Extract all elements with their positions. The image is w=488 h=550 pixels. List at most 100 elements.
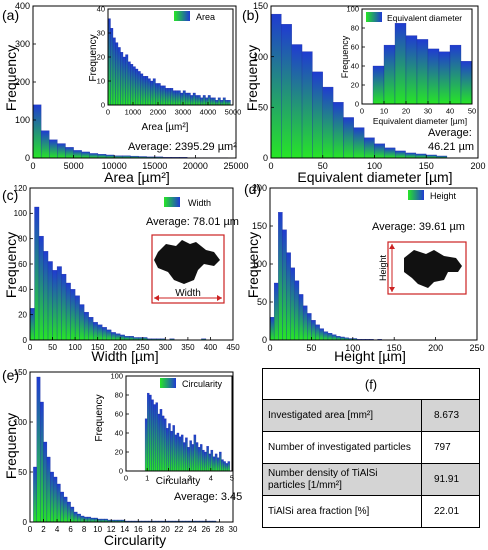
panel-e-inset-ytick-label: 100 [110,372,123,381]
panel-c-plot: 0 50 100 150 200 250 300 350 400 450 0 20 40 60 80 100 1… [14,184,241,352]
panel-a-bar [89,153,99,159]
panel-b-inset-bar [449,44,462,105]
panel-e-inset-bar [200,444,203,472]
panel-e-inset-xtick-label: 3 [188,474,192,483]
panel-e-inset-bar [191,444,194,472]
panel-a-inset-bar [197,95,201,106]
stats-row-value: 22.01 [421,495,480,528]
panel-e-inset-bar [183,442,186,472]
panel-e-ytick-label: 100 [14,418,28,427]
panel-e-inset-bar [180,434,184,472]
panel-c-xlabel: Width [µm] [91,348,158,364]
panel-e-bar [63,496,68,523]
panel-b-inset-bar [394,23,407,105]
panel-c-bar [97,324,103,341]
panel-b-inset-ytick-label: 0 [355,100,359,109]
panel-d-ylabel: Frequency [245,232,261,298]
panel-a-inset-bar [110,28,114,106]
panel-b-bar [281,24,292,159]
panel-a-inset-bar [210,97,214,106]
panel-e-xtick-label: 2 [41,525,46,534]
panel-e-inset-bar [168,423,171,472]
panel-b-inset-legend-swatch [366,12,382,22]
panel-e-bar [36,376,41,523]
panel-e-bar [87,516,92,523]
panel-b-xlabel: Equivalent diameter [µm] [297,169,452,185]
panel-c-bar [120,334,125,341]
panel-b-inset-legend-label: Equivalent diameter [387,13,462,23]
panel-e-inset-bar [161,415,165,472]
panel-e-inset-bar [197,447,201,472]
panel-b-inset-ytick-label: 20 [351,81,359,90]
panel-c-bar [102,327,107,341]
panel-e-inset-bar [155,402,158,472]
panel-e-inset-bar [195,442,199,472]
panel-b-inset-bar [460,61,473,105]
panel-a: (a) 0 5000 10000 15000 20000 2500001002003004… [2,1,249,185]
stats-row-value: 797 [421,431,480,464]
panel-a-inset-bar [212,97,216,106]
panel-b-ytick-label: 100 [253,52,268,62]
panel-e-xtick-label: 0 [28,525,33,534]
panel-a-inset-bar [137,71,141,106]
panel-e-xtick-label: 28 [215,525,224,534]
panel-b-inset-bar [383,44,396,105]
panel-d-bar [302,305,308,341]
panel-d-particle-silhouette [404,250,462,288]
panel-c-ytick-label: 80 [18,234,27,243]
panel-d-bar [331,334,337,341]
panel-e-xtick-label: 6 [68,525,73,534]
panel-d-bar [290,267,295,341]
panel-d-bar [327,333,333,341]
panel-e-inset-xtick-label: 1 [145,474,149,483]
panel-a-inset-bar [217,97,221,106]
panel-c-bar [29,308,35,341]
panel-a-inset-bar [162,85,166,106]
panel-e-bar [46,456,51,523]
panel-a-bar [81,151,90,159]
panel-c-bar [83,311,89,341]
panel-c-xtick-label: 300 [159,343,173,352]
stats-table-title: (f) [262,368,480,400]
panel-e-inset-bar [159,409,163,472]
panel-e-ytick-label: 150 [14,368,28,377]
panel-b-bar [332,102,344,159]
panel-c-bar [74,295,80,341]
panel-e-inset-ytick-label: 80 [115,391,123,400]
panel-d-bar [294,280,300,341]
panel-e-frame [29,371,234,523]
panel-d-bar [286,252,291,341]
panel-d-xtick-label: 200 [428,343,443,353]
panel-e-inset-legend-label: Circularity [182,379,223,389]
panel-c-arrowhead-right [217,295,222,301]
panel-a-xtick-label: 5000 [64,161,84,171]
panel-a-inset-bar [152,78,156,106]
panel-a-inset-bar [150,80,154,106]
panel-e-xtick-label: 14 [120,525,129,534]
panel-a-inset-bar [117,47,121,106]
panel-e-inset-bar [227,461,231,472]
panel-a-label: (a) [2,7,19,23]
panel-c-bar [70,289,76,341]
panel-e-inset-xlabel: Circularity [156,476,200,487]
panel-e-inset-bar [204,451,207,472]
panel-b-bar [301,51,313,159]
panel-b-annotation-line2: 46.21 µm [428,141,474,153]
panel-b-ytick-label: 50 [258,102,268,112]
panel-d-bar [336,336,341,341]
panel-d-bar [269,317,275,341]
panel-a-inset-bar [142,76,146,106]
stats-row: TiAlSi area fraction [%] 22.01 [262,495,480,528]
panel-c-bar [115,333,121,341]
panel-e-inset-bar [210,449,214,472]
panel-a-inset-bar [167,88,171,106]
panel-e-inset-bar [221,459,224,472]
panel-d-shape-illustration: Height [378,241,467,295]
panel-a-inset-bar [132,66,136,106]
panel-d-xtick-label: 250 [469,343,484,353]
panel-a-inset-bar [115,42,119,106]
panel-b-inset-ytick-label: 40 [351,62,359,71]
panel-a-inset-xtick-label: 0 [106,108,110,117]
panel-d-ytick-label: 200 [252,183,267,193]
